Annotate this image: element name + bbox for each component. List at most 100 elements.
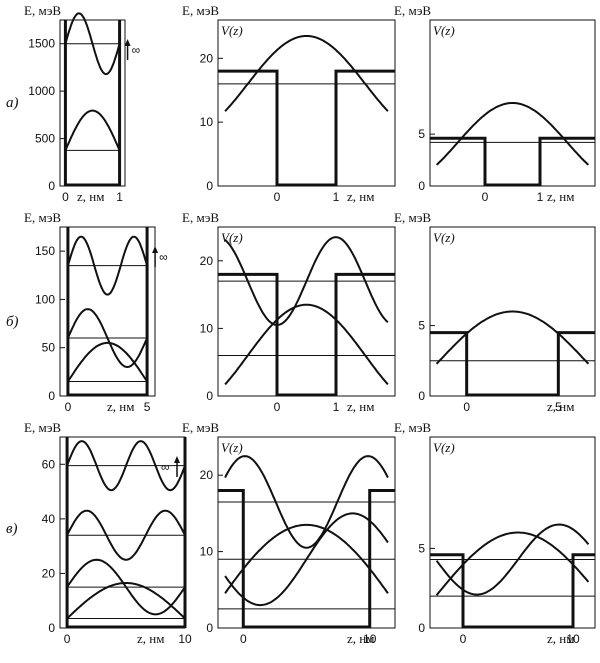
- wavefunction-n2: [435, 523, 590, 596]
- panel-c-infinite-well: 0 20 40 60 0 10 E, мэВ z, нм ∞: [24, 420, 192, 646]
- panel-c-finite-well-low: 0 5 0 10 E, мэВ z, нм V(z): [394, 420, 596, 646]
- y-tick-label: 5: [418, 541, 425, 555]
- y-tick-label: 20: [42, 566, 56, 580]
- y-tick-label: 10: [200, 115, 214, 129]
- potential-label: V(z): [221, 440, 243, 455]
- y-tick-label: 100: [35, 292, 55, 306]
- x-axis-label: z, нм: [347, 399, 374, 414]
- wavefunction-n1: [64, 109, 121, 151]
- infinity-symbol: ∞: [159, 250, 168, 264]
- x-tick-label: 0: [240, 632, 247, 646]
- y-tick-label: 5: [418, 319, 425, 333]
- x-axis-label: z, нм: [347, 631, 374, 646]
- x-tick-label: 5: [555, 400, 562, 414]
- arrow-head-icon: [152, 246, 159, 253]
- wavefunction-n2: [224, 512, 389, 607]
- potential-well-profile: [430, 553, 595, 629]
- x-tick-label: 0: [62, 190, 69, 204]
- panel-a-finite-well: 0 10 20 0 1 E, мэВ z, нм V(z): [182, 3, 396, 204]
- potential-well-profile: [218, 272, 395, 397]
- arrow-head-icon: [174, 456, 180, 463]
- x-tick-label: 1: [333, 400, 340, 414]
- wavefunction-n3: [66, 509, 186, 561]
- row-label-c: в): [6, 521, 18, 537]
- x-tick-label: 1: [116, 190, 123, 204]
- x-axis-label: z, нм: [137, 631, 164, 646]
- y-axis-label: E, мэВ: [24, 3, 61, 18]
- x-axis-label: z, нм: [547, 189, 574, 204]
- x-tick-label: 0: [64, 632, 71, 646]
- row-label-b: б): [6, 314, 19, 330]
- infinity-symbol: ∞: [161, 460, 170, 474]
- x-tick-label: 0: [460, 632, 467, 646]
- y-tick-label: 0: [418, 179, 425, 193]
- potential-well-profile: [218, 488, 395, 629]
- wavefunction-n2: [66, 308, 149, 369]
- x-axis-label: z, нм: [107, 399, 134, 414]
- x-axis-label: z, нм: [347, 189, 374, 204]
- x-axis-label: z, нм: [77, 189, 104, 204]
- panel-b-infinite-well: 0 50 100 150 0 5 E, мэВ z, нм ∞: [24, 210, 168, 414]
- wavefunction-n2: [66, 558, 186, 616]
- potential-label: V(z): [221, 230, 243, 245]
- arrow-head-icon: [124, 39, 131, 46]
- y-axis-label: E, мэВ: [394, 420, 431, 435]
- x-tick-label: 10: [178, 632, 192, 646]
- y-axis-label: E, мэВ: [24, 210, 61, 225]
- y-tick-label: 50: [42, 341, 56, 355]
- y-axis-label: E, мэВ: [182, 3, 219, 18]
- y-tick-label: 20: [200, 468, 214, 482]
- wavefunction-n1: [224, 303, 389, 386]
- y-tick-label: 60: [42, 457, 56, 471]
- panel-a-finite-well-low: 0 5 0 1 E, мэВ z, нм V(z): [394, 3, 596, 204]
- y-tick-label: 10: [200, 545, 214, 559]
- plot-frame: [217, 226, 396, 397]
- wavefunction-n1: [224, 523, 389, 594]
- wavefunction-n2: [64, 12, 121, 76]
- potential-well-profile: [218, 69, 395, 187]
- wavefunction-n1: [435, 531, 590, 596]
- x-tick-label: 0: [463, 400, 470, 414]
- x-tick-label: 0: [65, 400, 72, 414]
- y-tick-label: 0: [48, 621, 55, 635]
- x-tick-label: 0: [274, 400, 281, 414]
- y-tick-label: 0: [418, 621, 425, 635]
- y-tick-label: 150: [35, 244, 55, 258]
- y-tick-label: 0: [48, 179, 55, 193]
- x-tick-label: 0: [274, 190, 281, 204]
- potential-label: V(z): [433, 440, 455, 455]
- potential-label: V(z): [433, 23, 455, 38]
- y-tick-label: 0: [206, 389, 213, 403]
- wavefunction-n1: [435, 102, 590, 166]
- y-tick-label: 1500: [28, 37, 55, 51]
- wavefunction-n3: [66, 235, 149, 296]
- panel-c-finite-well: 0 10 20 0 10 E, мэВ z, нм V(z): [182, 420, 396, 646]
- y-tick-label: 5: [418, 127, 425, 141]
- y-tick-label: 0: [206, 621, 213, 635]
- y-tick-label: 1000: [28, 84, 55, 98]
- potential-label: V(z): [221, 23, 243, 38]
- infinity-symbol: ∞: [132, 43, 141, 57]
- y-tick-label: 0: [206, 179, 213, 193]
- x-tick-label: 10: [566, 632, 580, 646]
- wavefunction-n4: [66, 440, 186, 492]
- y-tick-label: 20: [200, 51, 214, 65]
- y-axis-label: E, мэВ: [182, 420, 219, 435]
- potential-well-profile: [430, 136, 595, 187]
- x-axis-label: z, нм: [547, 399, 574, 414]
- row-label-a: а): [6, 95, 19, 111]
- y-tick-label: 0: [418, 389, 425, 403]
- potential-well-profile: [430, 331, 595, 397]
- x-tick-label: 0: [482, 190, 489, 204]
- wavefunction-n3: [224, 455, 389, 549]
- y-axis-label: E, мэВ: [182, 210, 219, 225]
- panel-b-finite-well: 0 10 20 0 1 E, мэВ z, нм V(z): [182, 210, 396, 414]
- plot-frame: [217, 19, 396, 187]
- panel-a-infinite-well: 0 500 1000 1500 0 1 E, мэВ z, нм ∞: [24, 3, 140, 204]
- y-axis-label: E, мэВ: [394, 210, 431, 225]
- wavefunction-n2: [224, 236, 389, 327]
- x-tick-label: 5: [144, 400, 151, 414]
- y-axis-label: E, мэВ: [394, 3, 431, 18]
- wavefunction-n1: [66, 582, 186, 620]
